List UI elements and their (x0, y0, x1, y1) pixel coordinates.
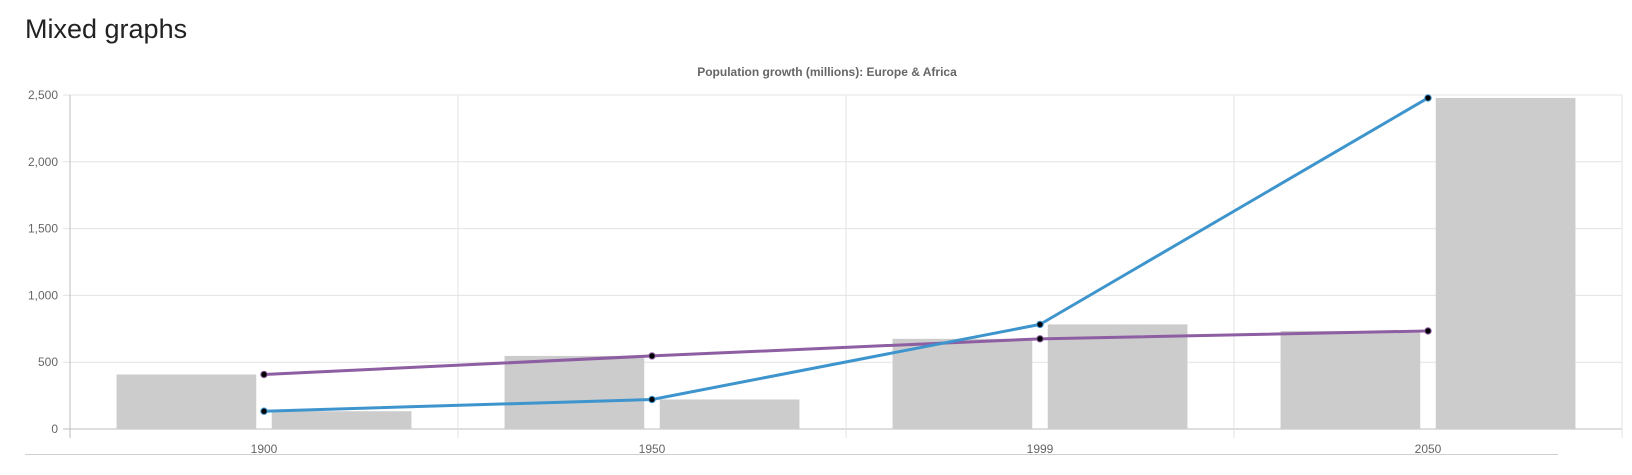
line-series (263, 96, 1429, 413)
data-point (648, 395, 656, 404)
data-point (260, 370, 268, 379)
bar (1047, 324, 1188, 429)
data-point (1036, 320, 1044, 329)
data-point (260, 407, 268, 415)
line-points (260, 94, 1432, 415)
x-tick-label: 1950 (639, 442, 666, 456)
x-tick-label: 1900 (251, 442, 278, 456)
page-title: Mixed graphs (25, 14, 188, 44)
y-tick-label: 1,000 (28, 288, 58, 302)
y-tick-label: 0 (51, 422, 58, 436)
section-divider (25, 454, 1558, 455)
bar (892, 338, 1033, 429)
bar-series (116, 97, 1576, 429)
bar (271, 411, 412, 429)
x-axis: 1900 1950 1999 2050 (251, 442, 1442, 456)
x-tick-label: 1999 (1027, 442, 1054, 456)
y-tick-label: 2,500 (28, 88, 58, 102)
y-axis: 0 500 1,000 1,500 2,000 2,500 (28, 88, 58, 436)
data-point (1424, 94, 1432, 102)
y-tick-label: 500 (38, 355, 58, 369)
series-line (263, 96, 1429, 413)
bar (1280, 330, 1421, 429)
data-point (1424, 327, 1432, 335)
bar (504, 355, 645, 429)
data-point (1036, 335, 1044, 343)
y-tick-label: 1,500 (28, 222, 58, 236)
bar (659, 399, 800, 429)
chart-title: Population growth (millions): Europe & A… (697, 65, 957, 79)
series-line (263, 329, 1429, 376)
y-tick-label: 2,000 (28, 155, 58, 169)
bar (1435, 97, 1576, 429)
x-tick-label: 2050 (1415, 442, 1442, 456)
bar (116, 374, 257, 429)
data-point (648, 352, 656, 360)
